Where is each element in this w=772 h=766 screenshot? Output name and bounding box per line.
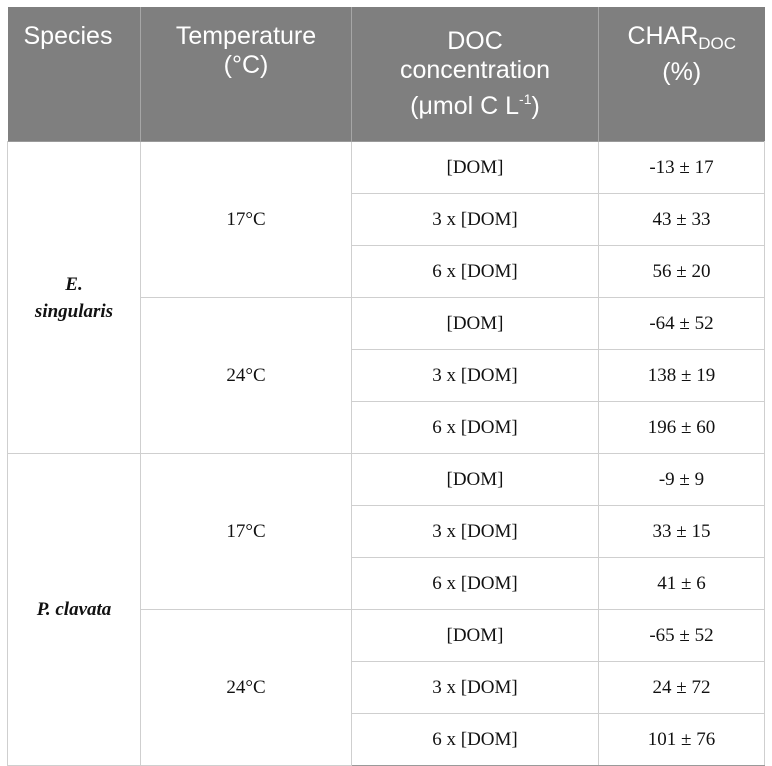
header-temperature-line2: (°C) xyxy=(223,51,269,79)
doc-cell: [DOM] xyxy=(351,297,599,350)
char-doc-table: Species Temperature (°C) DOC concentrati… xyxy=(7,7,765,766)
header-doc-line3-sup: -1 xyxy=(519,91,532,107)
header-doc-concentration: DOC concentration (μmol C L-1) xyxy=(351,7,599,142)
table-row: 24°C [DOM] -64 ± 52 xyxy=(8,297,765,454)
char-cell: 138 ± 19 xyxy=(598,349,765,402)
doc-cell: 3 x [DOM] xyxy=(351,349,599,402)
doc-cell: 6 x [DOM] xyxy=(351,713,599,766)
species-name-line1: P. clavata xyxy=(36,599,112,620)
table-row: 3 x [DOM] 138 ± 19 xyxy=(8,349,765,402)
char-cell: 43 ± 33 xyxy=(598,193,765,246)
doc-cell: 6 x [DOM] xyxy=(351,557,599,610)
char-cell: 101 ± 76 xyxy=(598,713,765,766)
header-species: Species xyxy=(7,7,141,142)
table-row: 3 x [DOM] 43 ± 33 xyxy=(8,193,765,246)
doc-cell: 6 x [DOM] xyxy=(351,401,599,454)
char-cell: 56 ± 20 xyxy=(598,245,765,298)
header-doc-line3-suffix: ) xyxy=(531,92,540,120)
temperature-cell: 24°C xyxy=(140,609,352,766)
doc-cell: 3 x [DOM] xyxy=(351,505,599,558)
doc-cell: [DOM] xyxy=(351,609,599,662)
char-cell: 41 ± 6 xyxy=(598,557,765,610)
header-row: Species Temperature (°C) DOC concentrati… xyxy=(7,7,765,142)
species-cell-e-singularis: E. singularis xyxy=(7,141,141,454)
header-doc-line2: concentration xyxy=(399,56,551,84)
temperature-cell: 17°C xyxy=(140,453,352,610)
table-row: 6 x [DOM] 196 ± 60 xyxy=(8,401,765,454)
char-cell: -65 ± 52 xyxy=(598,609,765,662)
table-row: P. clavata 17°C [DOM] -9 ± 9 xyxy=(7,453,765,766)
header-doc-line3-prefix: (μmol C L xyxy=(410,92,520,120)
header-char-sub: DOC xyxy=(698,34,737,53)
char-cell: -64 ± 52 xyxy=(598,297,765,350)
species-name-line2: singularis xyxy=(34,300,114,322)
doc-cell: 3 x [DOM] xyxy=(351,193,599,246)
species-name-line1: E. xyxy=(65,273,83,295)
char-cell: 196 ± 60 xyxy=(598,401,765,454)
table-row: 6 x [DOM] 41 ± 6 xyxy=(8,557,765,610)
doc-cell: [DOM] xyxy=(351,141,599,194)
table-row: 24°C [DOM] -65 ± 52 xyxy=(8,609,765,766)
species-cell-p-clavata: P. clavata xyxy=(7,453,141,766)
header-char-main: CHAR xyxy=(627,22,699,50)
temperature-cell: 17°C xyxy=(140,141,352,298)
doc-cell: 3 x [DOM] xyxy=(351,661,599,714)
table-row: 6 x [DOM] 101 ± 76 xyxy=(8,713,765,766)
char-cell: -9 ± 9 xyxy=(598,453,765,506)
header-char-doc: CHARDOC (%) xyxy=(598,7,765,142)
char-cell: 24 ± 72 xyxy=(598,661,765,714)
char-cell: -13 ± 17 xyxy=(598,141,765,194)
table-row: 3 x [DOM] 33 ± 15 xyxy=(8,505,765,558)
char-cell: 33 ± 15 xyxy=(598,505,765,558)
header-temperature: Temperature (°C) xyxy=(140,7,352,142)
table-row: 3 x [DOM] 24 ± 72 xyxy=(8,661,765,714)
temperature-cell: 24°C xyxy=(140,297,352,454)
header-temperature-line1: Temperature xyxy=(175,22,317,50)
doc-cell: 6 x [DOM] xyxy=(351,245,599,298)
table-row: E. singularis 17°C [DOM] -13 ± 17 xyxy=(7,141,765,454)
table-row: 6 x [DOM] 56 ± 20 xyxy=(8,245,765,298)
doc-cell: [DOM] xyxy=(351,453,599,506)
header-char-line2: (%) xyxy=(662,58,702,86)
header-doc-line1: DOC xyxy=(447,27,503,55)
